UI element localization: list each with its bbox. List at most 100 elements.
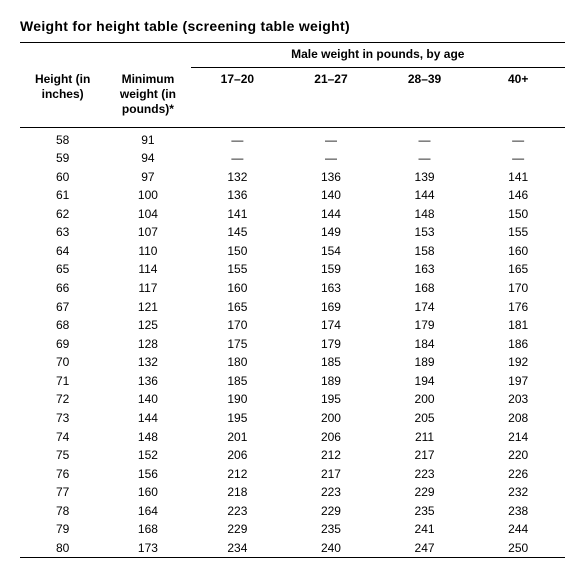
table-row: 73144195200205208 xyxy=(20,409,565,428)
cell-weight: 165 xyxy=(191,297,285,316)
cell-weight: 141 xyxy=(191,205,285,224)
cell-weight: 211 xyxy=(378,427,472,446)
cell-weight: 132 xyxy=(191,167,285,186)
cell-weight: 200 xyxy=(284,409,378,428)
cell-weight: 223 xyxy=(378,464,472,483)
cell-weight: 195 xyxy=(284,390,378,409)
cell-weight: 165 xyxy=(471,260,565,279)
table-row: 71136185189194197 xyxy=(20,372,565,391)
cell-weight: 238 xyxy=(471,502,565,521)
cell-weight: 208 xyxy=(471,409,565,428)
cell-height: 75 xyxy=(20,446,105,465)
cell-minweight: 128 xyxy=(105,335,190,354)
cell-height: 69 xyxy=(20,335,105,354)
cell-weight: 160 xyxy=(471,242,565,261)
cell-height: 73 xyxy=(20,409,105,428)
cell-minweight: 110 xyxy=(105,242,190,261)
cell-minweight: 136 xyxy=(105,372,190,391)
cell-weight: 190 xyxy=(191,390,285,409)
cell-height: 79 xyxy=(20,520,105,539)
cell-weight: 223 xyxy=(284,483,378,502)
cell-weight: — xyxy=(191,128,285,149)
cell-height: 76 xyxy=(20,464,105,483)
weight-height-table: Male weight in pounds, by age Height (in… xyxy=(20,42,565,558)
col-header-age-28-39: 28–39 xyxy=(378,68,472,128)
cell-weight: 180 xyxy=(191,353,285,372)
cell-weight: 176 xyxy=(471,297,565,316)
table-row: 76156212217223226 xyxy=(20,464,565,483)
cell-weight: 192 xyxy=(471,353,565,372)
cell-height: 65 xyxy=(20,260,105,279)
table-row: 78164223229235238 xyxy=(20,502,565,521)
cell-weight: 206 xyxy=(284,427,378,446)
cell-weight: 197 xyxy=(471,372,565,391)
cell-weight: 153 xyxy=(378,223,472,242)
cell-weight: 205 xyxy=(378,409,472,428)
table-row: 64110150154158160 xyxy=(20,242,565,261)
cell-minweight: 125 xyxy=(105,316,190,335)
cell-weight: 218 xyxy=(191,483,285,502)
cell-weight: — xyxy=(378,149,472,168)
cell-minweight: 160 xyxy=(105,483,190,502)
cell-height: 71 xyxy=(20,372,105,391)
cell-weight: — xyxy=(284,149,378,168)
cell-weight: 229 xyxy=(284,502,378,521)
cell-weight: 240 xyxy=(284,539,378,558)
cell-height: 77 xyxy=(20,483,105,502)
cell-height: 72 xyxy=(20,390,105,409)
cell-weight: 206 xyxy=(191,446,285,465)
table-row: 70132180185189192 xyxy=(20,353,565,372)
cell-minweight: 114 xyxy=(105,260,190,279)
cell-weight: 185 xyxy=(284,353,378,372)
cell-weight: 149 xyxy=(284,223,378,242)
cell-weight: 212 xyxy=(191,464,285,483)
col-header-age-21-27: 21–27 xyxy=(284,68,378,128)
cell-weight: 175 xyxy=(191,335,285,354)
cell-weight: 194 xyxy=(378,372,472,391)
page-title: Weight for height table (screening table… xyxy=(20,18,565,34)
cell-weight: 185 xyxy=(191,372,285,391)
cell-weight: 141 xyxy=(471,167,565,186)
table-row: 62104141144148150 xyxy=(20,205,565,224)
cell-weight: 234 xyxy=(191,539,285,558)
col-header-age-17-20: 17–20 xyxy=(191,68,285,128)
cell-weight: 189 xyxy=(284,372,378,391)
cell-weight: 179 xyxy=(284,335,378,354)
cell-weight: 217 xyxy=(284,464,378,483)
table-row: 74148201206211214 xyxy=(20,427,565,446)
cell-height: 59 xyxy=(20,149,105,168)
cell-weight: 214 xyxy=(471,427,565,446)
cell-weight: 184 xyxy=(378,335,472,354)
table-row: 68125170174179181 xyxy=(20,316,565,335)
cell-minweight: 121 xyxy=(105,297,190,316)
cell-weight: 247 xyxy=(378,539,472,558)
cell-weight: 179 xyxy=(378,316,472,335)
table-row: 61100136140144146 xyxy=(20,186,565,205)
cell-height: 61 xyxy=(20,186,105,205)
cell-weight: 186 xyxy=(471,335,565,354)
cell-weight: 217 xyxy=(378,446,472,465)
table-row: 72140190195200203 xyxy=(20,390,565,409)
table-row: 63107145149153155 xyxy=(20,223,565,242)
cell-minweight: 152 xyxy=(105,446,190,465)
cell-weight: 200 xyxy=(378,390,472,409)
cell-weight: 150 xyxy=(191,242,285,261)
cell-height: 62 xyxy=(20,205,105,224)
cell-weight: 154 xyxy=(284,242,378,261)
cell-weight: 139 xyxy=(378,167,472,186)
cell-weight: 155 xyxy=(471,223,565,242)
cell-weight: 146 xyxy=(471,186,565,205)
cell-weight: 223 xyxy=(191,502,285,521)
cell-minweight: 144 xyxy=(105,409,190,428)
cell-weight: — xyxy=(378,128,472,149)
cell-weight: 144 xyxy=(284,205,378,224)
table-row: 80173234240247250 xyxy=(20,539,565,558)
cell-minweight: 100 xyxy=(105,186,190,205)
cell-weight: 181 xyxy=(471,316,565,335)
table-row: 69128175179184186 xyxy=(20,335,565,354)
cell-height: 80 xyxy=(20,539,105,558)
cell-weight: 201 xyxy=(191,427,285,446)
cell-weight: 189 xyxy=(378,353,472,372)
cell-height: 63 xyxy=(20,223,105,242)
cell-weight: 144 xyxy=(378,186,472,205)
